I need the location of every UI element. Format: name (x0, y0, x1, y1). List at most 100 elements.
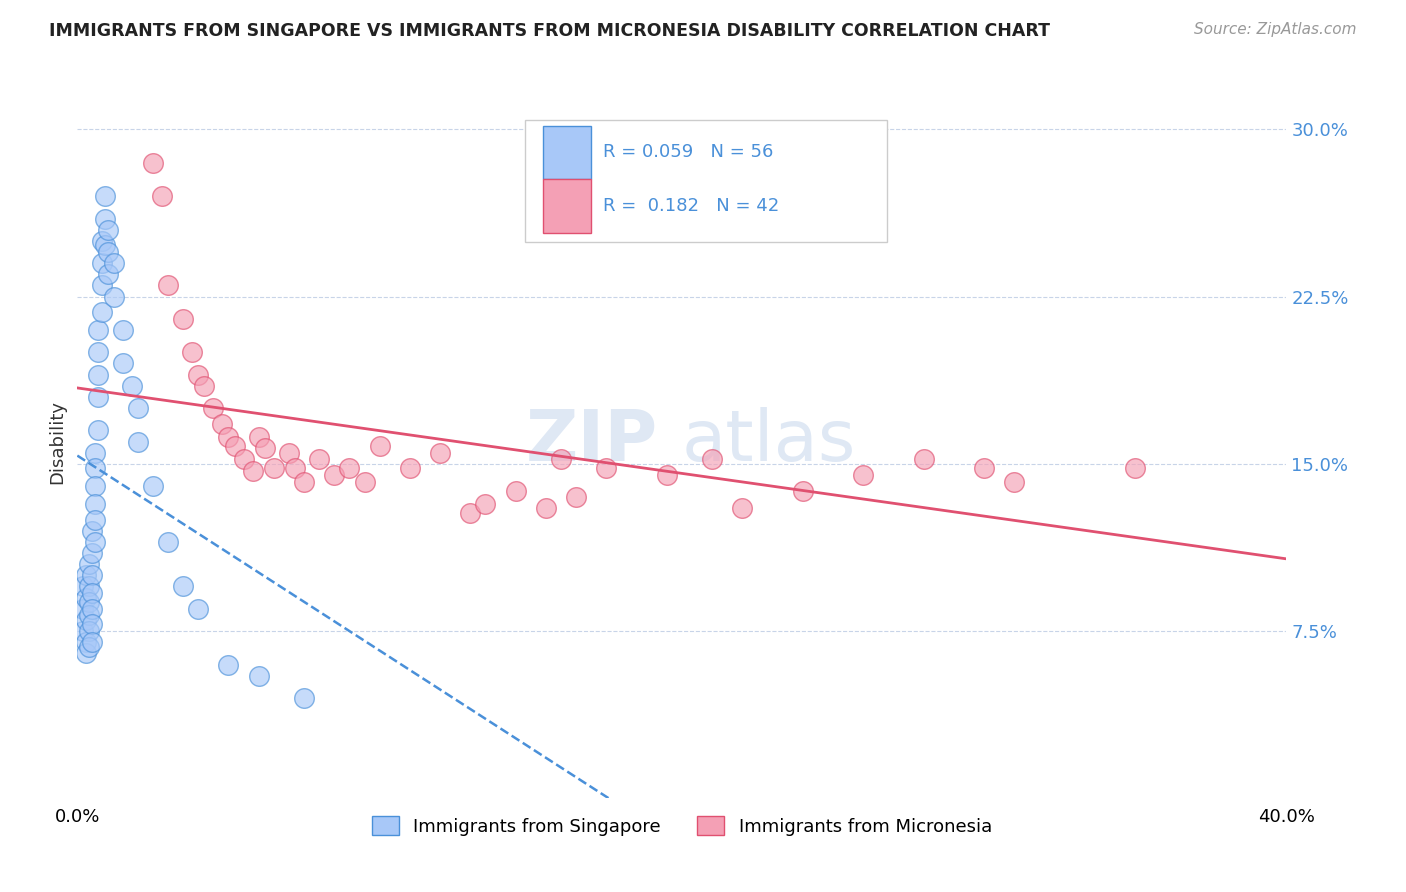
Point (72, 602, 94, 616)
Legend: Immigrants from Singapore, Immigrants from Micronesia: Immigrants from Singapore, Immigrants fr… (364, 809, 1000, 843)
Point (75, 646, 97, 660)
Point (87, 323, 110, 337)
Point (142, 156, 165, 170)
Point (127, 401, 149, 416)
Text: R =  0.182   N = 42: R = 0.182 N = 42 (603, 196, 779, 215)
Point (75, 591, 97, 605)
Point (111, 323, 134, 337)
FancyBboxPatch shape (543, 126, 592, 179)
Point (172, 312, 194, 326)
Point (79, 595, 101, 609)
Point (84, 512, 107, 526)
Point (84, 446, 107, 460)
FancyBboxPatch shape (543, 179, 592, 233)
Point (187, 602, 209, 616)
Point (278, 446, 301, 460)
Point (292, 690, 315, 705)
Point (202, 401, 225, 416)
Point (292, 475, 315, 489)
Point (852, 468, 875, 483)
Point (79, 557, 101, 572)
FancyBboxPatch shape (524, 120, 887, 242)
Point (93, 189, 115, 203)
Point (474, 497, 496, 511)
Point (399, 461, 422, 475)
Point (84, 535, 107, 549)
Point (75, 635, 97, 649)
Point (93, 238, 115, 252)
Point (79, 580, 101, 594)
Point (429, 446, 451, 460)
Point (96, 244, 118, 259)
Point (702, 452, 724, 467)
Point (84, 497, 107, 511)
Point (1004, 475, 1026, 489)
Point (218, 657, 240, 672)
Point (211, 417, 233, 431)
Point (224, 439, 246, 453)
Point (127, 434, 149, 449)
Point (157, 278, 180, 293)
Point (157, 535, 180, 549)
Point (337, 461, 360, 475)
Y-axis label: Disability: Disability (48, 400, 66, 483)
Point (150, 189, 173, 203)
Point (565, 491, 588, 505)
Point (96, 268, 118, 282)
Point (218, 430, 240, 444)
Point (82, 586, 104, 600)
Point (973, 461, 995, 475)
Point (82, 568, 104, 582)
Point (232, 452, 254, 467)
Point (595, 461, 617, 475)
Point (75, 613, 97, 627)
Point (111, 356, 134, 371)
Point (172, 580, 194, 594)
Point (82, 546, 104, 560)
Point (82, 602, 104, 616)
Point (103, 256, 125, 270)
Point (84, 461, 107, 475)
Point (181, 345, 204, 359)
Point (87, 390, 110, 404)
Point (90, 305, 112, 319)
Point (121, 378, 143, 392)
Point (87, 345, 110, 359)
Point (247, 430, 270, 444)
Point (79, 608, 101, 623)
Point (82, 635, 104, 649)
Point (655, 468, 678, 483)
Point (550, 452, 572, 467)
Point (79, 640, 101, 654)
Point (84, 479, 107, 493)
Point (87, 368, 110, 382)
Text: atlas: atlas (682, 407, 856, 476)
Point (912, 452, 935, 467)
Point (82, 617, 104, 632)
Point (263, 461, 285, 475)
Text: ZIP: ZIP (526, 407, 658, 476)
Point (90, 278, 112, 293)
Point (731, 501, 754, 516)
Point (253, 442, 276, 455)
Point (193, 378, 215, 392)
Point (90, 234, 112, 248)
Point (96, 223, 118, 237)
Point (75, 568, 97, 582)
Point (1123, 461, 1146, 475)
Point (505, 483, 527, 498)
Point (142, 479, 165, 493)
Point (72, 624, 94, 639)
Text: Source: ZipAtlas.com: Source: ZipAtlas.com (1194, 22, 1357, 37)
Point (79, 624, 101, 639)
Point (87, 424, 110, 438)
Point (247, 669, 270, 683)
Point (242, 464, 264, 478)
Point (90, 256, 112, 270)
Point (308, 452, 330, 467)
Point (103, 289, 125, 303)
Text: IMMIGRANTS FROM SINGAPORE VS IMMIGRANTS FROM MICRONESIA DISABILITY CORRELATION C: IMMIGRANTS FROM SINGAPORE VS IMMIGRANTS … (49, 22, 1050, 40)
Point (792, 483, 814, 498)
Point (82, 524, 104, 538)
Point (284, 461, 307, 475)
